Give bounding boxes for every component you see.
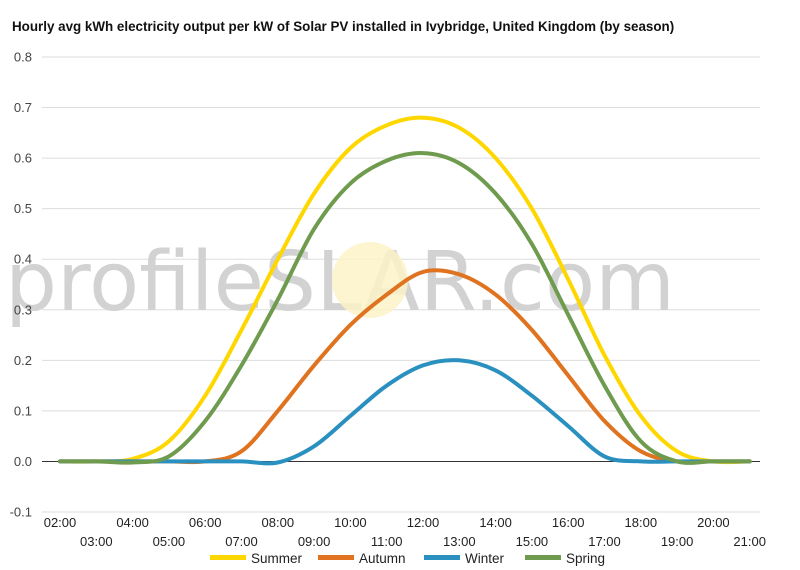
legend-item-summer[interactable]: Summer [210,551,303,566]
x-tick-label: 06:00 [189,515,222,530]
x-tick-label: 03:00 [80,534,113,549]
x-tick-label: 13:00 [443,534,476,549]
legend-item-spring[interactable]: Spring [525,551,605,566]
legend-item-autumn[interactable]: Autumn [318,551,406,566]
watermark-sun [332,242,408,318]
y-axis-ticks: 0.8 0.7 0.6 0.5 0.4 0.3 0.2 0.1 0.0 -0.1 [10,50,32,520]
y-tick-label: -0.1 [10,505,32,520]
series-line-spring [58,151,752,465]
x-tick-label: 20:00 [697,515,730,530]
y-tick-label: 0.5 [14,201,32,216]
x-tick-label: 18:00 [625,515,658,530]
x-tick-label: 11:00 [371,534,403,549]
chart-title: Hourly avg kWh electricity output per kW… [12,19,675,34]
legend-label: Spring [566,551,605,566]
x-tick-label: 07:00 [225,534,258,549]
y-tick-label: 0.0 [14,454,32,469]
x-tick-label: 08:00 [262,515,295,530]
x-tick-label: 17:00 [588,534,621,549]
y-tick-label: 0.1 [14,403,32,418]
series-line-winter [58,358,752,466]
x-tick-label: 15:00 [516,534,549,549]
x-tick-label: 04:00 [116,515,149,530]
y-tick-label: 0.8 [14,50,32,65]
legend-item-winter[interactable]: Winter [424,551,505,566]
x-tick-label: 09:00 [298,534,331,549]
x-tick-label: 05:00 [153,534,186,549]
x-tick-label: 14:00 [479,515,512,530]
legend-label: Summer [251,551,303,566]
y-tick-label: 0.6 [14,151,32,166]
watermark-part-1: profile [5,235,264,330]
x-tick-label: 21:00 [733,534,766,549]
watermark-part-2: S [264,235,316,330]
legend[interactable]: Summer Autumn Winter Spring [210,551,605,566]
legend-swatch [525,555,561,560]
legend-label: Autumn [359,551,406,566]
legend-swatch [210,555,246,560]
y-tick-label: 0.4 [14,252,32,267]
y-tick-label: 0.7 [14,100,32,115]
x-tick-label: 02:00 [44,515,77,530]
x-tick-label: 12:00 [407,515,440,530]
series-lines [58,115,752,466]
series-line-summer [58,115,752,465]
y-tick-label: 0.2 [14,353,32,368]
x-tick-label: 19:00 [661,534,694,549]
y-tick-label: 0.3 [14,302,32,317]
x-tick-label: 16:00 [552,515,585,530]
legend-swatch [424,555,460,560]
x-tick-label: 10:00 [334,515,367,530]
legend-swatch [318,555,354,560]
legend-label: Winter [465,551,505,566]
